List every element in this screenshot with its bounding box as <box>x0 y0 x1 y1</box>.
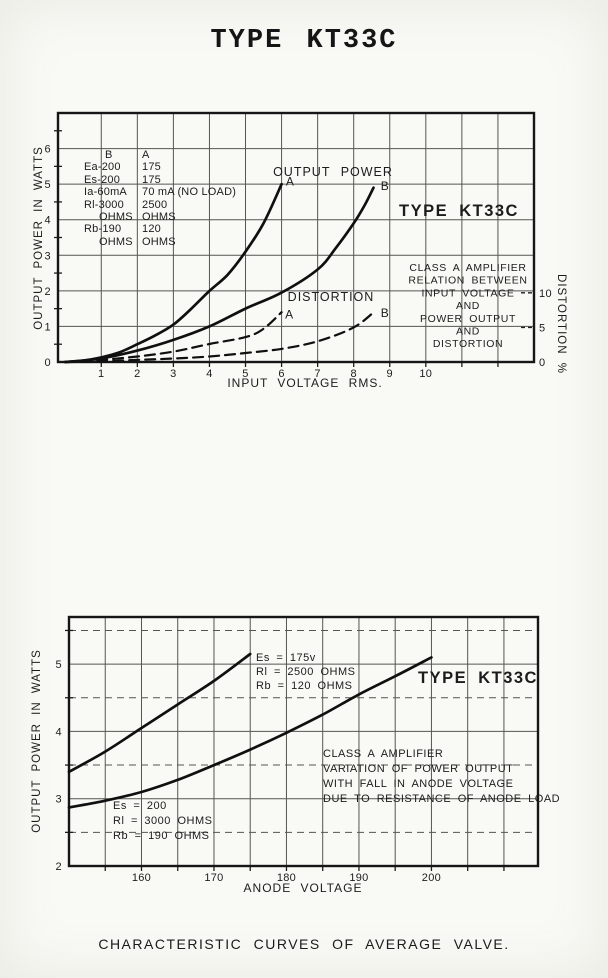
conditions-cell: Ea-200 <box>84 161 121 174</box>
conditions-row: Rb-190 120 <box>84 223 236 235</box>
curve-distortion-B <box>64 309 377 364</box>
conditions-row: Ia-60mA 70 mA (NO LOAD) <box>84 186 236 198</box>
plot-border <box>56 111 536 364</box>
y-tick-label: 3 <box>44 250 51 262</box>
curve-es-175-curve <box>67 652 252 774</box>
conditions-cell: OHMS <box>99 211 133 224</box>
description: AND <box>456 326 480 338</box>
description: POWER OUTPUT <box>420 313 516 325</box>
es-200-conditions: Rl = 3000 OHMS <box>113 815 212 827</box>
x-tick-label: 160 <box>132 872 151 884</box>
y2-axis-title: DISTORTION % <box>555 274 567 374</box>
conditions-row: Rl-3000 2500 <box>84 199 236 211</box>
y-tick-label: 0 <box>44 357 51 369</box>
conditions-cell: 2500 <box>142 198 168 211</box>
conditions-cell: 70 mA (NO LOAD) <box>142 186 237 199</box>
curve-label-output-power-B: B <box>381 179 389 193</box>
input-voltage-chart: 1 2 3 4 5 6 7 8 9 10 0 1 2 3 4 5 6 0 5 10 INPUT VOLTAGE RMS.… <box>33 111 567 390</box>
conditions-cell: 175 <box>142 173 161 186</box>
x-tick-label: 200 <box>422 872 441 884</box>
description: DUE TO RESISTANCE OF ANODE LOAD <box>323 793 560 805</box>
curve-label-distortion-A: A <box>285 307 293 321</box>
y-tick-label: 6 <box>44 144 51 156</box>
description: INPUT VOLTAGE <box>421 287 514 299</box>
description: DISTORTION <box>433 338 503 350</box>
description: VARIATION OF POWER OUTPUT <box>323 763 513 775</box>
x-tick-label: 4 <box>206 368 212 380</box>
x-tick-label: 170 <box>204 872 223 884</box>
x-tick-label: 1 <box>98 368 104 380</box>
y-tick-label: 4 <box>44 215 51 227</box>
y-tick-label: 1 <box>44 321 51 333</box>
conditions-cell: Ia-60mA <box>84 186 127 199</box>
x-axis-title: ANODE VOLTAGE <box>244 881 363 895</box>
type-label: TYPE KT33C <box>399 202 519 220</box>
x-tick-label: 3 <box>170 368 176 380</box>
conditions-cell: Rb-190 <box>84 223 122 236</box>
x-tick-label: 7 <box>314 368 320 380</box>
es-200-conditions: Es = 200 <box>113 800 167 812</box>
y-tick-label: 5 <box>44 179 51 191</box>
curve-es-200-curve <box>67 656 433 809</box>
y2-tick-label: 0 <box>539 357 546 369</box>
y2-tick-label: 5 <box>539 322 546 334</box>
x-tick-label: 6 <box>278 368 284 380</box>
type-label: TYPE KT33C <box>418 669 538 687</box>
es-175-conditions: Rb = 120 OHMS <box>256 680 353 692</box>
conditions-cell: Es-200 <box>84 173 121 186</box>
conditions-row: Es-200 175 <box>84 174 236 186</box>
es-200-conditions: Rb = 190 OHMS <box>113 830 210 842</box>
y-tick-label: 2 <box>44 286 51 298</box>
anode-voltage-chart: 160 170 180 190 200 2 3 4 5 ANODE VOLTAGE OUTPUT P… <box>31 615 560 895</box>
y-axis-title: OUTPUT POWER IN WATTS <box>33 146 45 330</box>
plot-border <box>67 615 540 868</box>
x-tick-label: 9 <box>387 368 393 380</box>
x-axis-title: INPUT VOLTAGE RMS. <box>227 376 382 390</box>
grid <box>54 113 534 367</box>
operating-conditions-table: B A Ea-200 175 Es-200 175 Ia-60mA 70 mA (NO LOA… <box>84 149 236 248</box>
curve-label-output-power-A: A <box>286 174 294 188</box>
curve-label-distortion-B: B <box>381 306 389 320</box>
distortion-label: DISTORTION <box>288 290 375 304</box>
y-tick-label: 4 <box>55 726 62 738</box>
conditions-cell: 120 <box>142 223 161 236</box>
conditions-cell: OHMS <box>99 235 133 248</box>
conditions-cell: A <box>142 149 150 161</box>
curve-output-power-B <box>63 186 375 364</box>
description: AND <box>456 300 480 312</box>
output-power-label: OUTPUT POWER <box>273 165 393 179</box>
x-tick-label: 8 <box>350 368 356 380</box>
x-tick-label: 5 <box>242 368 248 380</box>
x-tick-label: 190 <box>349 872 368 884</box>
es-175-conditions: Es = 175v <box>256 652 316 664</box>
y-tick-label: 5 <box>55 659 62 671</box>
y2-tick-label: 10 <box>539 288 552 300</box>
x-tick-label: 180 <box>277 872 296 884</box>
grid <box>65 617 538 871</box>
x-tick-label: 2 <box>134 368 140 380</box>
x-tick-label: 10 <box>419 368 432 380</box>
description: CLASS A AMPLIFIER <box>323 748 443 760</box>
description: RELATION BETWEEN <box>408 275 527 287</box>
description: CLASS A AMPLIFIER <box>409 262 526 274</box>
page-title: TYPE KT33C <box>210 26 398 56</box>
y-tick-label: 2 <box>55 861 62 873</box>
page-caption: CHARACTERISTIC CURVES OF AVERAGE VALVE. <box>98 936 510 952</box>
y-axis-title: OUTPUT POWER IN WATTS <box>31 649 43 833</box>
conditions-cell: OHMS <box>142 211 176 224</box>
conditions-cell: B <box>105 149 113 161</box>
conditions-row: Ea-200 175 <box>84 161 236 173</box>
conditions-cell: Rl-3000 <box>84 198 124 211</box>
curve-distortion-A <box>64 311 283 364</box>
es-175-conditions: Rl = 2500 OHMS <box>256 666 355 678</box>
conditions-cell: OHMS <box>142 235 176 248</box>
conditions-cell: 175 <box>142 161 161 174</box>
conditions-row: OHMS OHMS <box>84 236 236 248</box>
conditions-row: OHMS OHMS <box>84 211 236 223</box>
description: WITH FALL IN ANODE VOLTAGE <box>323 778 513 790</box>
y-tick-label: 3 <box>55 794 62 806</box>
